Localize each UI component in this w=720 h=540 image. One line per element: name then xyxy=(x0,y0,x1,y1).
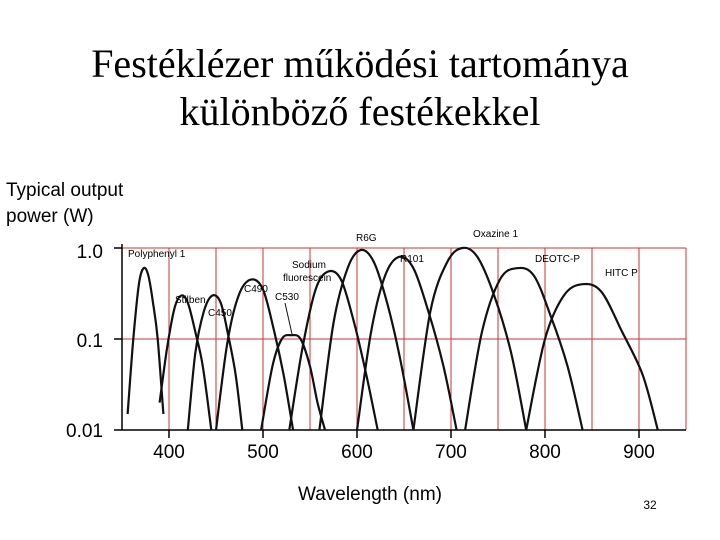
y-tick-label-1.0: 1.0 xyxy=(77,242,103,263)
dye-label-deotc-p: DEOTC-P xyxy=(535,254,580,265)
x-tick-label-400: 400 xyxy=(153,442,185,463)
dye-label-c530: C530 xyxy=(275,292,299,303)
y-axis-label-line-1: Typical output xyxy=(6,180,124,201)
y-tick-label-0.1: 0.1 xyxy=(77,331,103,352)
slide-title-line-2: különböző festékekkel xyxy=(179,89,541,134)
slide-title: Festéklézer működési tartománya különböz… xyxy=(0,40,720,136)
tuning-curve-stilben xyxy=(158,294,213,431)
page-number: 32 xyxy=(643,498,657,512)
chart-grid xyxy=(122,247,687,430)
dye-label-c490: C490 xyxy=(244,284,268,295)
chart-axes xyxy=(114,244,686,438)
dye-label-oxazine-1: Oxazine 1 xyxy=(473,229,518,240)
x-tick-label-600: 600 xyxy=(341,442,373,463)
dye-label-c450: C450 xyxy=(208,308,232,319)
tuning-curve-oxazine-1 xyxy=(412,246,528,431)
x-axis-label: Wavelength (nm) xyxy=(298,484,442,505)
tuning-curve-c490 xyxy=(214,278,295,431)
dye-label-r6g: R6G xyxy=(356,233,377,244)
x-tick-label-900: 900 xyxy=(623,442,655,463)
dye-label-r101: R101 xyxy=(400,254,424,265)
dye-label-hitc-p: HITC P xyxy=(605,268,638,279)
tuning-curve-deotc-p xyxy=(464,266,584,431)
dye-label-stilben: Stilben xyxy=(175,295,206,306)
tuning-curve-c530 xyxy=(260,333,327,431)
tuning-curve-polyphenyl-1 xyxy=(126,266,165,415)
tuning-curve-c450 xyxy=(186,294,244,431)
y-tick-label-0.01: 0.01 xyxy=(66,421,103,442)
y-axis-label-line-2: power (W) xyxy=(6,206,94,227)
dye-label-polyphenyl-1: Polyphenyl 1 xyxy=(128,249,186,260)
tuning-curve-r101 xyxy=(355,255,458,431)
x-tick-label-500: 500 xyxy=(247,442,279,463)
chart-curves xyxy=(126,246,659,431)
x-tick-label-700: 700 xyxy=(435,442,467,463)
dye-label-sodium: Sodium xyxy=(292,260,326,271)
tuning-curve-sodium-fluorescein xyxy=(288,269,379,431)
slide-title-line-1: Festéklézer működési tartománya xyxy=(91,41,629,86)
c530-leader-line xyxy=(284,302,293,335)
x-tick-label-800: 800 xyxy=(529,442,561,463)
tuning-curve-r6g xyxy=(318,248,415,431)
dye-label-fluorescein: fluorescein xyxy=(283,273,331,284)
tuning-curve-hitc-p xyxy=(525,282,659,431)
